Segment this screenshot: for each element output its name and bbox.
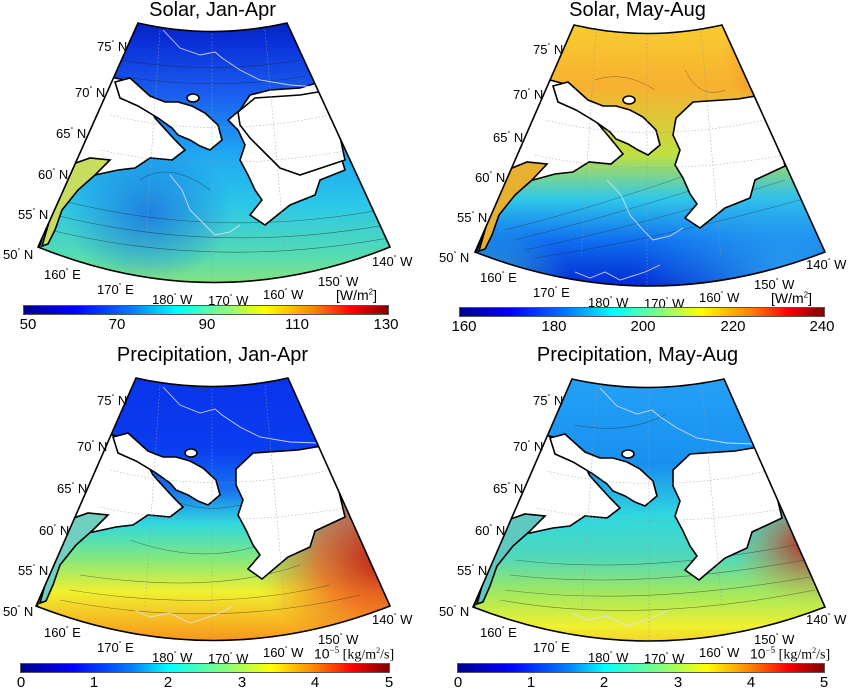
lat-label-55: 55° N <box>18 563 49 578</box>
lat-label-65: 65° N <box>56 126 87 141</box>
lat-label-75: 75° N <box>97 39 128 54</box>
lat-label-65: 65° N <box>493 130 524 145</box>
colorbar-tick: 1 <box>89 674 99 691</box>
lon-label-150w: 150° W <box>318 274 359 289</box>
lat-label-75: 75° N <box>533 42 564 57</box>
lat-label-75: 75° N <box>533 393 564 408</box>
map-solar-may-aug <box>473 24 827 287</box>
lat-label-65: 65° N <box>493 481 524 496</box>
lon-label-140w: 140° W <box>372 254 413 269</box>
colorbar-tick: 160 <box>451 318 477 335</box>
colorbar-tick: 130 <box>373 316 399 333</box>
panel-precip-jan-apr: Precipitation, Jan-Apr 75° N 70° N 65° N… <box>0 344 425 691</box>
lon-label-170e: 170° E <box>97 640 134 655</box>
lon-label-170e: 170° E <box>533 285 570 300</box>
colorbar-tick: 0 <box>453 674 463 691</box>
lat-label-60: 60° N <box>475 523 506 538</box>
unit-label: 10−5 [kg/m2/s] <box>314 645 395 663</box>
colorbar-tick: 5 <box>819 674 829 691</box>
colorbar-tick: 220 <box>720 318 746 335</box>
lat-label-60: 60° N <box>38 167 69 182</box>
colorbar <box>457 663 825 673</box>
lon-label-170e: 170° E <box>533 640 570 655</box>
colorbar-tick: 180 <box>541 318 567 335</box>
lon-label-160w: 160° W <box>263 287 304 302</box>
lon-label-160e: 160° E <box>44 267 81 282</box>
lat-label-50: 50° N <box>3 604 34 619</box>
colorbar-tick: 2 <box>599 674 609 691</box>
lat-label-55: 55° N <box>457 563 488 578</box>
panel-title: Precipitation, May-Aug <box>536 344 739 366</box>
lon-label-160w: 160° W <box>699 645 740 660</box>
lon-label-140w: 140° W <box>806 612 847 627</box>
panel-solar-may-aug: Solar, May-Aug 75° N 70° N 65° N 60° N 5… <box>425 0 850 343</box>
map-precip-jan-apr <box>34 377 392 642</box>
colorbar-tick: 0 <box>16 674 26 691</box>
lon-label-160w: 160° W <box>699 290 740 305</box>
colorbar-tick: 4 <box>746 674 756 691</box>
colorbar-tick: 70 <box>108 316 126 333</box>
panel-title: Solar, May-Aug <box>569 0 706 21</box>
lat-label-55: 55° N <box>457 210 488 225</box>
colorbar-tick: 2 <box>163 674 173 691</box>
lat-label-70: 70° N <box>513 439 544 454</box>
lon-label-160e: 160° E <box>44 625 81 640</box>
colorbar-tick: 90 <box>198 316 216 333</box>
map-precip-may-aug <box>471 378 827 642</box>
lon-label-150w: 150° W <box>754 632 795 647</box>
lat-label-50: 50° N <box>439 250 470 265</box>
colorbar-tick: 5 <box>384 674 394 691</box>
lat-label-50: 50° N <box>3 247 34 262</box>
colorbar-tick: 50 <box>19 316 37 333</box>
lon-label-160w: 160° W <box>263 645 304 660</box>
panel-title: Precipitation, Jan-Apr <box>116 344 309 366</box>
lon-label-170e: 170° E <box>97 282 134 297</box>
colorbar-tick: 3 <box>673 674 683 691</box>
lon-label-180w: 180° W <box>588 295 629 310</box>
lon-label-170w: 170° W <box>208 293 249 308</box>
lon-label-140w: 140° W <box>372 612 413 627</box>
colorbar-tick: 1 <box>526 674 536 691</box>
lon-label-160e: 160° E <box>480 625 517 640</box>
lat-label-65: 65° N <box>57 481 88 496</box>
unit-label: [W/m2] <box>771 290 812 306</box>
lat-label-60: 60° N <box>475 170 506 185</box>
colorbar-tick: 200 <box>630 318 656 335</box>
lon-label-150w: 150° W <box>318 632 359 647</box>
colorbar-tick: 110 <box>285 316 309 333</box>
lat-label-50: 50° N <box>439 604 470 619</box>
panel-precip-may-aug: Precipitation, May-Aug 75° N 70° N 65° N… <box>425 344 850 691</box>
lon-label-150w: 150° W <box>754 277 795 292</box>
colorbar <box>20 663 390 673</box>
unit-label: 10−5 [kg/m2/s] <box>750 645 831 663</box>
unit-label: [W/m2] <box>336 287 377 303</box>
lat-label-70: 70° N <box>75 85 106 100</box>
colorbar-tick: 3 <box>237 674 247 691</box>
colorbar <box>459 307 825 317</box>
lon-label-180w: 180° W <box>152 650 193 665</box>
lon-label-140w: 140° W <box>806 257 847 272</box>
colorbar <box>23 305 389 315</box>
colorbar-tick: 240 <box>809 318 835 335</box>
lat-label-70: 70° N <box>77 439 108 454</box>
lon-label-180w: 180° W <box>588 650 629 665</box>
lon-label-170w: 170° W <box>644 651 685 666</box>
lat-label-60: 60° N <box>39 523 70 538</box>
lon-label-180w: 180° W <box>152 292 193 307</box>
map-solar-jan-apr <box>36 22 392 284</box>
lon-label-160e: 160° E <box>480 270 517 285</box>
lat-label-70: 70° N <box>513 87 544 102</box>
lon-label-170w: 170° W <box>208 651 249 666</box>
panel-title: Solar, Jan-Apr <box>149 0 276 21</box>
lat-label-55: 55° N <box>18 207 49 222</box>
panel-solar-jan-apr: Solar, Jan-Apr 75° N 70° N 65° N 60° N 5… <box>0 0 425 343</box>
colorbar-tick: 4 <box>310 674 320 691</box>
lat-label-75: 75° N <box>97 393 128 408</box>
